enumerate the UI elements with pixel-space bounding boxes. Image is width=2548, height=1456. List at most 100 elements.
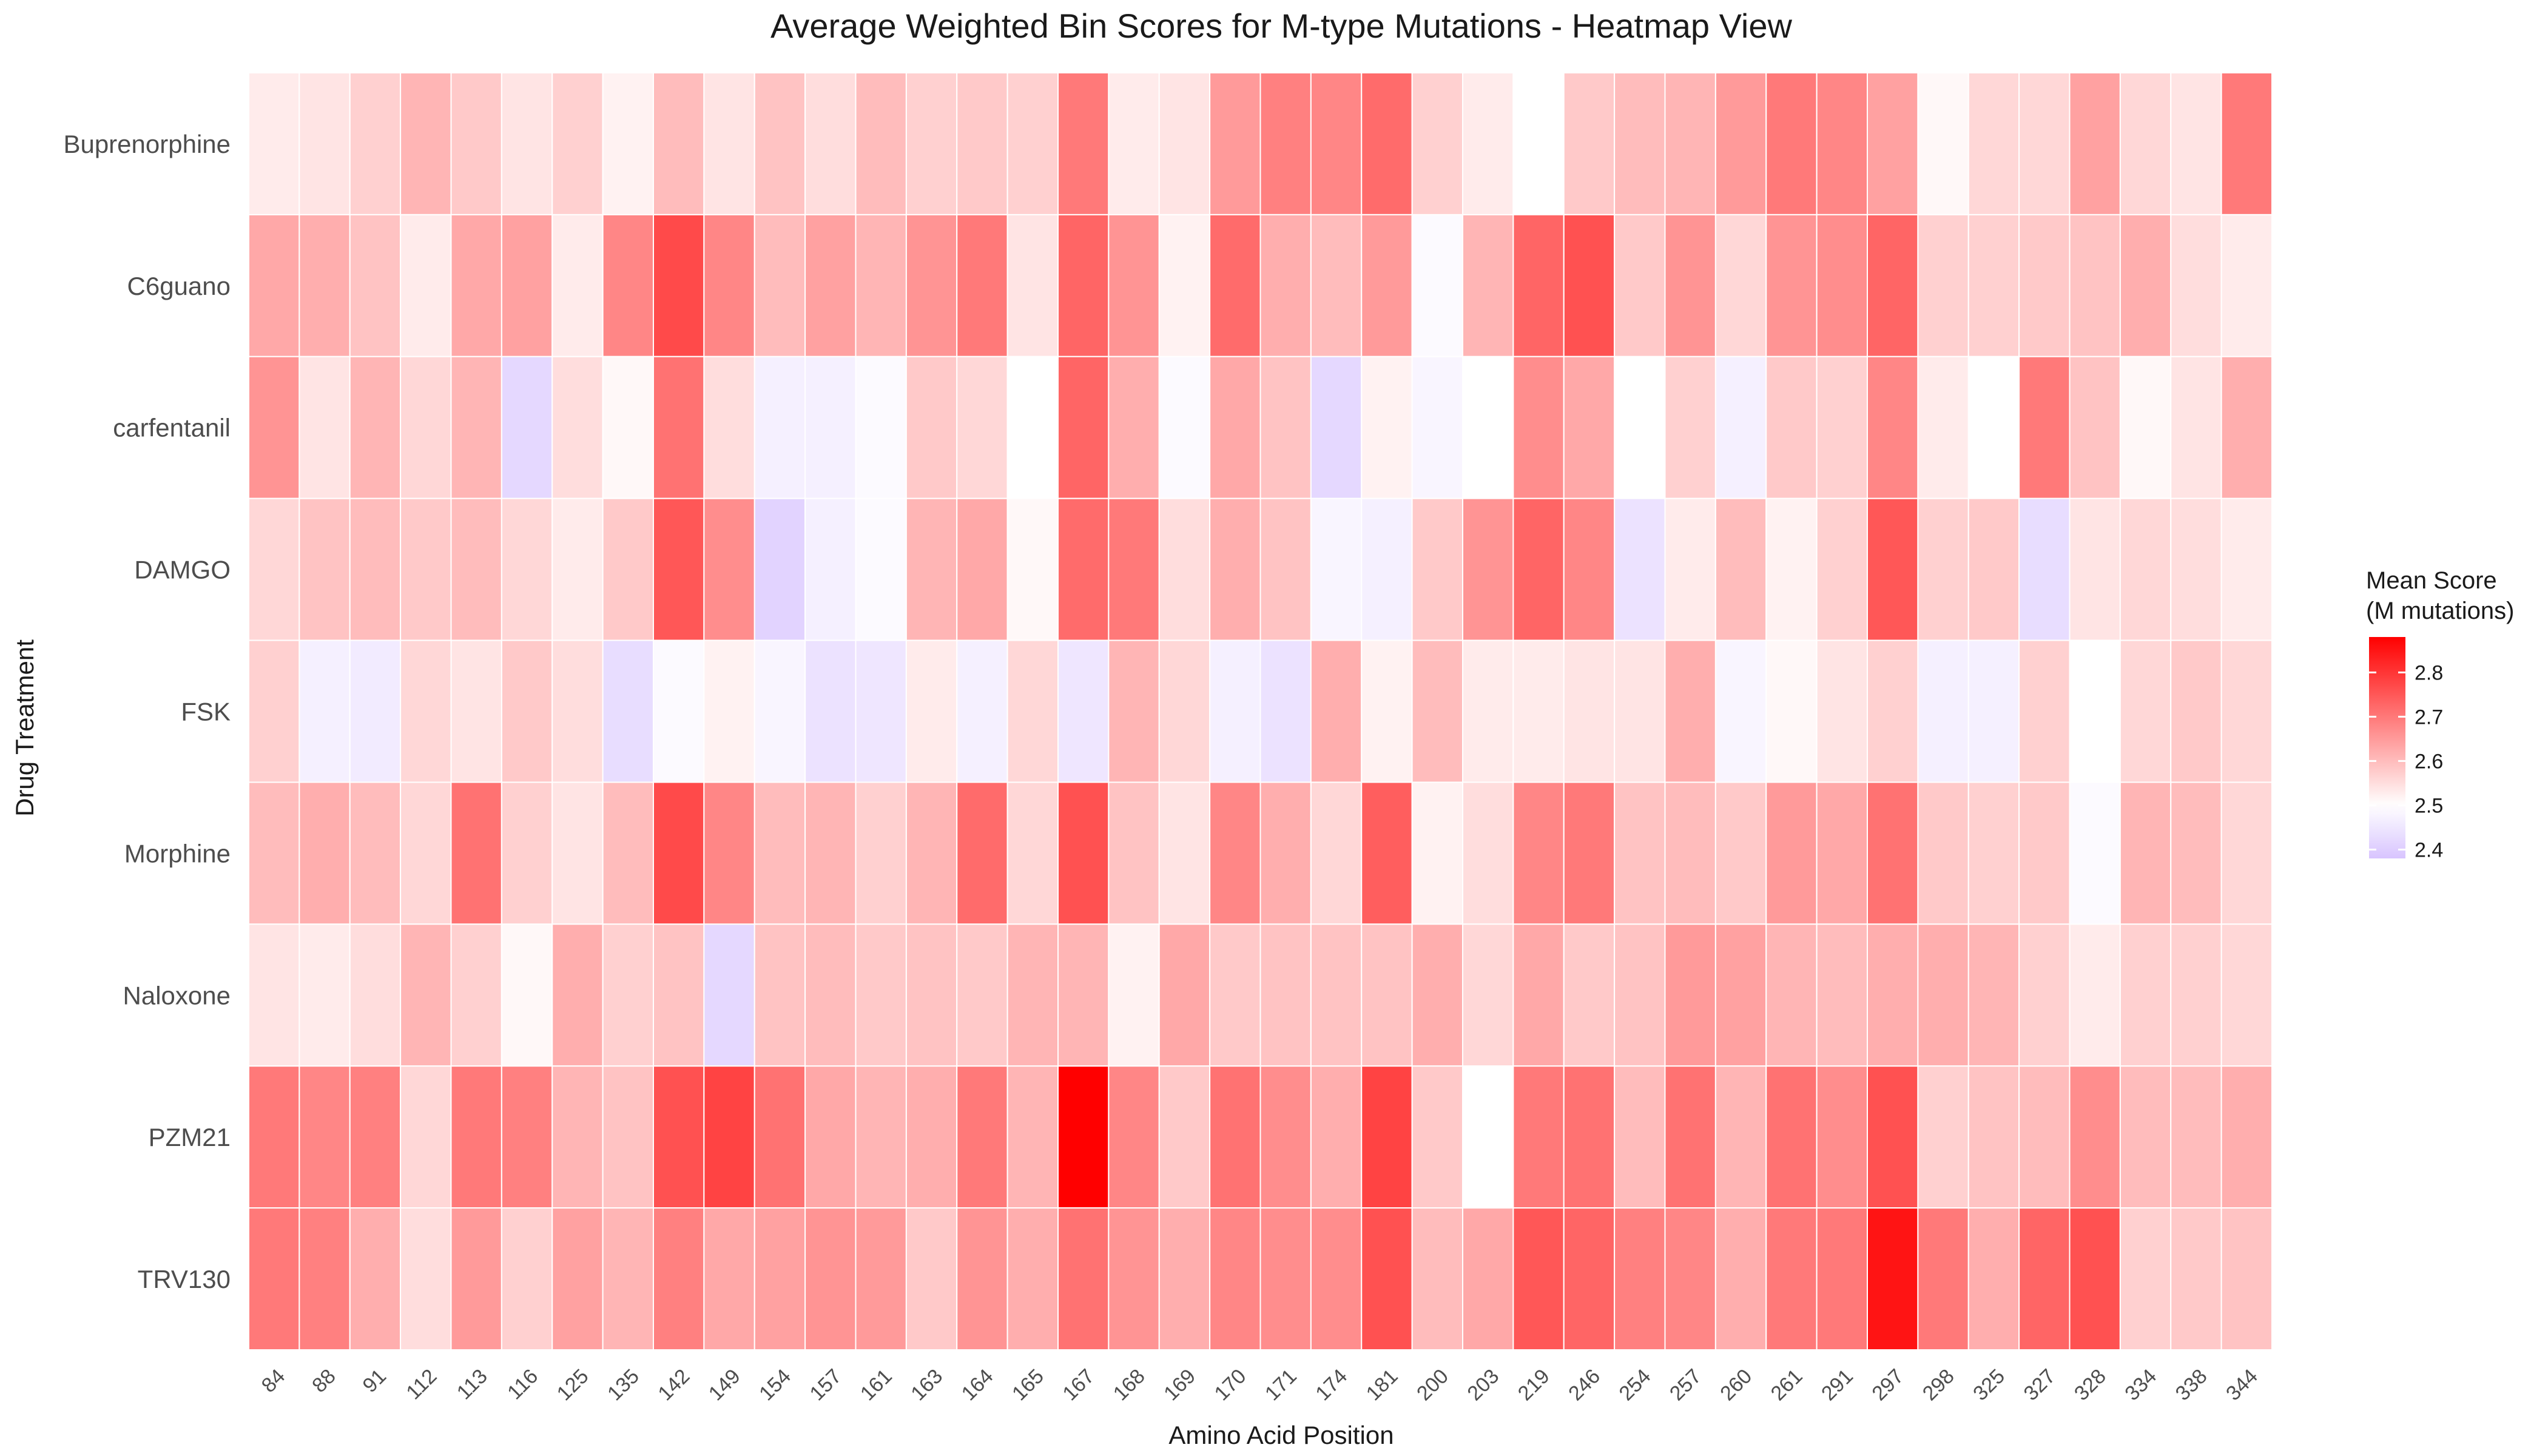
heatmap-cell [2220,497,2273,641]
column-label: 161 [856,1364,897,1405]
heatmap-cell [753,1207,806,1350]
heatmap-cell [1867,639,1919,783]
heatmap-cell [1006,1065,1059,1209]
legend-tick-label: 2.7 [2415,706,2443,729]
column-label: 254 [1615,1364,1656,1405]
heatmap-cell [1967,923,2020,1067]
heatmap-cell [1614,497,1666,641]
column-labels: 84 88 91 112 113 116 125 135 142 149 154 157 161 163 1… [257,1364,2262,1405]
heatmap-cell [804,356,857,499]
heatmap-cell [2119,639,2172,783]
heatmap-cell [1614,781,1666,925]
x-axis-title: Amino Acid Position [1168,1421,1394,1449]
heatmap-cell [602,497,654,641]
heatmap-cell [855,1207,907,1350]
heatmap-cell [1917,1207,1969,1350]
heatmap-cell [1411,781,1463,925]
heatmap-cell [1411,214,1463,357]
heatmap-cell [1765,214,1818,357]
heatmap-cell [1006,639,1059,783]
heatmap-cell [1361,72,1413,215]
column-label: 116 [503,1364,542,1404]
heatmap-cell [1108,497,1160,641]
heatmap-cell [1967,214,2020,357]
heatmap-cell [1867,1207,1919,1350]
heatmap-cell [349,639,402,783]
heatmap-cell [1411,72,1463,215]
heatmap-cell [1462,356,1514,499]
heatmap-cell [1614,356,1666,499]
heatmap-cell [1158,923,1211,1067]
heatmap-cell [1664,781,1716,925]
heatmap-cell [551,497,604,641]
heatmap-cell [1917,356,1969,499]
heatmap-cell [2069,497,2121,641]
heatmap-cell [1867,1065,1919,1209]
heatmap-cell [703,1207,755,1350]
heatmap-cell [1310,72,1363,215]
column-label: 142 [653,1364,694,1405]
heatmap-cell [2018,781,2071,925]
column-label: 334 [2120,1364,2161,1405]
heatmap-cell [1259,72,1312,215]
legend-tick-label: 2.5 [2415,794,2443,817]
heatmap-cell [1664,639,1716,783]
heatmap-cell [1209,497,1261,641]
heatmap-cell [1259,639,1312,783]
heatmap-cell [1006,72,1059,215]
heatmap-cell [1512,639,1565,783]
heatmap-cell [2220,356,2273,499]
heatmap-cell [1563,497,1616,641]
heatmap-cell [2170,639,2222,783]
heatmap-cell [1361,1207,1413,1350]
heatmap-cell [2170,214,2222,357]
heatmap-cell [1057,497,1110,641]
heatmap-cell [905,356,958,499]
column-label: 112 [402,1364,441,1404]
heatmap-cell [855,923,907,1067]
heatmap-cell [1614,72,1666,215]
heatmap-cell [1209,639,1261,783]
heatmap-cell [1563,639,1616,783]
heatmap-cell [905,214,958,357]
heatmap-cell [1714,639,1767,783]
heatmap-cell [2170,497,2222,641]
heatmap-cell [1614,214,1666,357]
heatmap-cell [2220,923,2273,1067]
heatmap-cell [298,72,351,215]
heatmap-cell [653,781,705,925]
heatmap-cell [1259,356,1312,499]
heatmap-cell [1967,781,2020,925]
row-label: Naloxone [123,981,231,1009]
heatmap-cell [1462,923,1514,1067]
heatmap-cell [1209,923,1261,1067]
heatmap-cell [653,1065,705,1209]
heatmap-cell [1006,497,1059,641]
heatmap-cell [248,72,300,215]
heatmap-cell [1867,72,1919,215]
heatmap-cell [551,639,604,783]
heatmap-cell [703,923,755,1067]
legend-title-line2: (M mutations) [2366,598,2515,624]
column-label: 170 [1210,1364,1251,1405]
heatmap-cell [1158,639,1211,783]
heatmap-cell [753,214,806,357]
column-label: 181 [1362,1364,1403,1405]
column-label: 149 [704,1364,745,1405]
heatmap-cell [956,72,1008,215]
heatmap-cell [1765,1065,1818,1209]
heatmap-cell [248,1065,300,1209]
heatmap-cell [248,781,300,925]
heatmap-cell [1310,923,1363,1067]
heatmap-cell [1917,781,1969,925]
heatmap-cell [1816,497,1868,641]
column-label: 297 [1867,1364,1908,1405]
heatmap-cell [2170,781,2222,925]
heatmap-cell [1411,497,1463,641]
heatmap-cells [248,72,2273,1350]
column-label: 157 [806,1364,846,1405]
heatmap-cell [2119,1207,2172,1350]
heatmap-cell [1310,1207,1363,1350]
heatmap-cell [1512,72,1565,215]
